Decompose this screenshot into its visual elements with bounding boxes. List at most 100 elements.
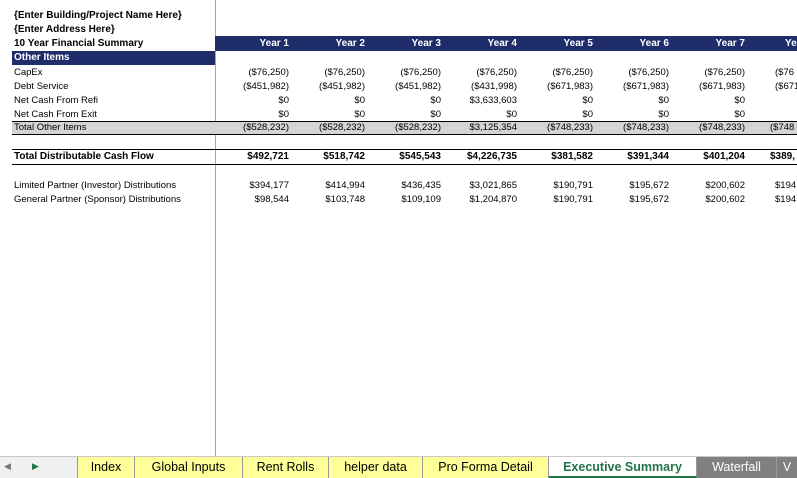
table-row: Limited Partner (Investor) Distributions… xyxy=(0,179,797,193)
value-cell[interactable]: $200,602 xyxy=(705,180,745,191)
value-cell[interactable]: $190,791 xyxy=(553,194,593,205)
year-header: Year 3 xyxy=(411,38,441,49)
summary-title-row: 10 Year Financial Summary xyxy=(0,37,797,51)
value-cell[interactable]: $391,344 xyxy=(627,151,669,162)
value-cell[interactable]: ($431,998) xyxy=(471,81,517,92)
value-cell[interactable]: $0 xyxy=(430,109,441,120)
value-cell[interactable]: $0 xyxy=(734,95,745,106)
value-cell[interactable]: $103,748 xyxy=(325,194,365,205)
value-cell[interactable]: $0 xyxy=(582,109,593,120)
value-cell[interactable]: $194 xyxy=(775,180,797,191)
table-row: Net Cash From Refi $0 $0 $0 $3,633,603 $… xyxy=(0,94,797,108)
value-cell[interactable]: ($671 xyxy=(775,81,797,92)
year-header: Ye xyxy=(785,38,797,49)
section-title: Other Items xyxy=(14,52,70,63)
row-label[interactable]: Net Cash From Refi xyxy=(14,95,98,106)
value-cell[interactable]: ($451,982) xyxy=(395,81,441,92)
value-cell[interactable]: $98,544 xyxy=(254,194,289,205)
value-cell[interactable]: ($76,250) xyxy=(704,67,745,78)
value-cell[interactable]: $518,742 xyxy=(323,151,365,162)
value-cell[interactable]: $492,721 xyxy=(247,151,289,162)
value-cell[interactable]: ($748,233) xyxy=(547,122,593,133)
value-cell[interactable]: $0 xyxy=(278,109,289,120)
tab-rent-rolls[interactable]: Rent Rolls xyxy=(243,457,329,478)
value-cell[interactable]: ($748,233) xyxy=(699,122,745,133)
project-name-row: {Enter Building/Project Name Here} xyxy=(0,9,797,23)
value-cell[interactable]: ($76,250) xyxy=(248,67,289,78)
value-cell[interactable]: $0 xyxy=(658,109,669,120)
value-cell[interactable]: $195,672 xyxy=(629,194,669,205)
tab-waterfall[interactable]: Waterfall xyxy=(697,457,777,478)
value-cell[interactable]: $3,125,354 xyxy=(469,122,517,133)
value-cell[interactable]: $0 xyxy=(278,95,289,106)
value-cell[interactable]: $0 xyxy=(354,95,365,106)
value-cell[interactable]: $195,672 xyxy=(629,180,669,191)
value-cell[interactable]: ($76,250) xyxy=(628,67,669,78)
project-name[interactable]: {Enter Building/Project Name Here} xyxy=(14,10,182,21)
value-cell[interactable]: $381,582 xyxy=(551,151,593,162)
row-label[interactable]: Limited Partner (Investor) Distributions xyxy=(14,180,177,191)
tab-executive-summary[interactable]: Executive Summary xyxy=(549,457,697,478)
value-cell[interactable]: ($76 xyxy=(775,67,795,78)
row-label[interactable]: Net Cash From Exit xyxy=(14,109,97,120)
value-cell[interactable]: $109,109 xyxy=(401,194,441,205)
value-cell[interactable]: ($528,232) xyxy=(395,122,441,133)
value-cell[interactable]: $190,791 xyxy=(553,180,593,191)
value-cell[interactable]: ($671,983) xyxy=(699,81,745,92)
year-header: Year 2 xyxy=(335,38,365,49)
tab-helper-data[interactable]: helper data xyxy=(329,457,423,478)
value-cell[interactable]: ($451,982) xyxy=(319,81,365,92)
value-cell[interactable] xyxy=(775,94,797,108)
scroll-tabs-left-icon[interactable]: ◀ xyxy=(4,461,11,471)
scroll-tabs-right-icon[interactable]: ▶ xyxy=(32,461,39,471)
row-label[interactable]: Total Distributable Cash Flow xyxy=(14,151,154,162)
table-row: Net Cash From Exit $0 $0 $0 $0 $0 $0 $0 xyxy=(0,108,797,122)
value-cell[interactable]: $0 xyxy=(734,109,745,120)
row-label[interactable]: General Partner (Sponsor) Distributions xyxy=(14,194,181,205)
table-row: Debt Service ($451,982) ($451,982) ($451… xyxy=(0,80,797,94)
row-label[interactable]: Debt Service xyxy=(14,81,69,92)
year-header: Year 6 xyxy=(639,38,669,49)
project-address[interactable]: {Enter Address Here} xyxy=(14,24,115,35)
value-cell[interactable]: $0 xyxy=(658,95,669,106)
tab-partial[interactable]: V xyxy=(777,457,797,478)
value-cell[interactable]: $0 xyxy=(354,109,365,120)
value-cell[interactable]: $389, xyxy=(770,151,796,162)
year-header: Year 4 xyxy=(487,38,517,49)
value-cell[interactable]: $401,204 xyxy=(703,151,745,162)
value-cell[interactable]: ($748,233) xyxy=(623,122,669,133)
year-header: Year 5 xyxy=(563,38,593,49)
value-cell[interactable]: $3,021,865 xyxy=(469,180,517,191)
row-label[interactable]: CapEx xyxy=(14,67,43,78)
value-cell[interactable]: $4,226,735 xyxy=(466,151,517,162)
value-cell[interactable]: ($76,250) xyxy=(476,67,517,78)
value-cell[interactable]: $3,633,603 xyxy=(469,95,517,106)
row-label[interactable]: Total Other Items xyxy=(14,122,87,133)
value-cell[interactable]: $0 xyxy=(506,109,517,120)
value-cell[interactable]: ($76,250) xyxy=(324,67,365,78)
table-row: CapEx ($76,250) ($76,250) ($76,250) ($76… xyxy=(0,66,797,80)
value-cell[interactable]: $414,994 xyxy=(325,180,365,191)
value-cell[interactable]: ($451,982) xyxy=(243,81,289,92)
value-cell[interactable]: $1,204,870 xyxy=(469,194,517,205)
value-cell[interactable]: ($528,232) xyxy=(319,122,365,133)
value-cell[interactable]: $0 xyxy=(430,95,441,106)
tab-global-inputs[interactable]: Global Inputs xyxy=(135,457,243,478)
value-cell[interactable]: ($528,232) xyxy=(243,122,289,133)
value-cell[interactable]: $394,177 xyxy=(249,180,289,191)
value-cell[interactable]: $545,543 xyxy=(399,151,441,162)
value-cell[interactable]: ($76,250) xyxy=(400,67,441,78)
column-divider xyxy=(215,0,216,456)
value-cell[interactable]: $200,602 xyxy=(705,194,745,205)
value-cell[interactable]: ($671,983) xyxy=(547,81,593,92)
value-cell[interactable]: ($748 xyxy=(770,122,795,133)
value-cell[interactable]: ($671,983) xyxy=(623,81,669,92)
value-cell[interactable]: $0 xyxy=(582,95,593,106)
tab-pro-forma-detail[interactable]: Pro Forma Detail xyxy=(423,457,549,478)
value-cell[interactable]: $194 xyxy=(775,194,797,205)
value-cell[interactable]: $436,435 xyxy=(401,180,441,191)
tab-index[interactable]: Index xyxy=(77,457,135,478)
spreadsheet-grid[interactable]: {Enter Building/Project Name Here} {Ente… xyxy=(0,0,797,456)
value-cell[interactable] xyxy=(775,108,797,122)
value-cell[interactable]: ($76,250) xyxy=(552,67,593,78)
